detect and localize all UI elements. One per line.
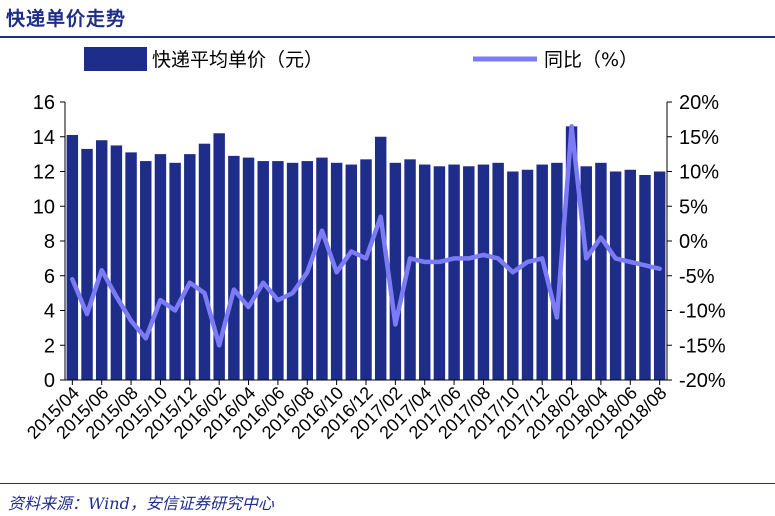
bar-2018-01 — [551, 162, 563, 380]
legend-bar-swatch — [84, 47, 147, 71]
footer-rule — [0, 483, 775, 484]
y-right-tick-label: 5% — [679, 196, 708, 218]
y-right-tick-label: -15% — [679, 335, 726, 357]
y-right-tick-label: -5% — [679, 266, 715, 288]
y-right-tick-label: -10% — [679, 301, 726, 323]
bar-2016-02 — [213, 133, 225, 380]
bar-2018-06 — [624, 169, 637, 380]
y-left-tick-label: 12 — [33, 162, 55, 184]
bar-2015-06 — [95, 140, 108, 380]
y-right-tick-label: -20% — [679, 370, 726, 392]
source-note: 资料来源：Wind，安信证券研究中心 — [8, 494, 274, 513]
bar-2017-01 — [374, 136, 387, 380]
bar-2015-11 — [169, 162, 181, 380]
y-left-tick-label: 16 — [33, 92, 55, 114]
x-axis-ticks: 2015/042015/062015/082015/102015/122016/… — [23, 380, 670, 443]
y-right-tick-label: 10% — [679, 162, 719, 184]
bar-2016-03 — [228, 155, 240, 380]
bar-2015-10 — [154, 154, 167, 380]
y-left-tick-label: 14 — [33, 127, 55, 149]
bar-2017-05 — [433, 166, 446, 380]
bar-2015-04 — [66, 135, 79, 380]
bar-2016-01 — [198, 143, 211, 380]
legend: 快递平均单价（元） 同比（%） — [84, 47, 638, 71]
chart-canvas: 快递平均单价（元） 同比（%） 0 2 4 6 8 10 12 14 16 -20% -15% -1… — [23, 47, 726, 443]
y-left-tick-label: 6 — [44, 266, 55, 288]
bar-2016-09 — [316, 157, 328, 380]
bar-2016-12 — [360, 159, 372, 380]
bar-2015-09 — [140, 161, 152, 380]
yoy-line — [70, 124, 662, 348]
bar-2016-04 — [242, 157, 255, 380]
bar-2018-02 — [565, 126, 578, 380]
chart-title: 快递单价走势 — [6, 8, 127, 30]
bar-2016-06 — [272, 161, 284, 380]
bar-series — [66, 126, 666, 380]
y-right-tick-label: 20% — [679, 92, 719, 114]
bar-2017-06 — [448, 164, 460, 380]
bar-2017-10 — [507, 171, 519, 380]
bar-2016-05 — [257, 161, 269, 380]
bar-2017-07 — [463, 166, 475, 380]
y-left-tick-label: 4 — [44, 301, 55, 323]
title-underline — [0, 36, 775, 38]
bar-2016-11 — [345, 164, 358, 380]
bar-2017-02 — [389, 162, 402, 380]
y-left-tick-label: 8 — [44, 231, 55, 253]
bar-2017-11 — [521, 169, 534, 380]
y-left-tick-label: 10 — [33, 196, 55, 218]
legend-line-label: 同比（%） — [544, 49, 638, 71]
bar-2017-03 — [404, 159, 416, 380]
bar-2016-07 — [286, 162, 299, 380]
y-axis-right-ticks: -20% -15% -10% -5% 0% 5% 10% 15% 20% — [667, 92, 726, 392]
bar-2015-07 — [110, 145, 123, 380]
bar-2017-08 — [477, 164, 490, 380]
y-left-tick-label: 2 — [44, 335, 55, 357]
bar-2018-03 — [580, 166, 592, 380]
bar-2018-08 — [653, 171, 666, 380]
bar-2015-08 — [125, 152, 137, 380]
bar-2017-12 — [536, 164, 548, 380]
bar-2015-05 — [81, 148, 93, 380]
bar-2018-04 — [595, 162, 607, 380]
bar-2018-05 — [609, 171, 622, 380]
y-right-tick-label: 15% — [679, 127, 719, 149]
y-right-tick-label: 0% — [679, 231, 708, 253]
bar-2018-07 — [639, 174, 651, 380]
y-left-tick-label: 0 — [44, 370, 55, 392]
y-axis-left-ticks: 0 2 4 6 8 10 12 14 16 — [33, 92, 65, 392]
line-series — [70, 124, 662, 348]
bar-2017-04 — [419, 164, 431, 380]
legend-bar-label: 快递平均单价（元） — [152, 49, 323, 71]
bar-2015-12 — [184, 154, 196, 380]
bar-2017-09 — [492, 162, 504, 380]
